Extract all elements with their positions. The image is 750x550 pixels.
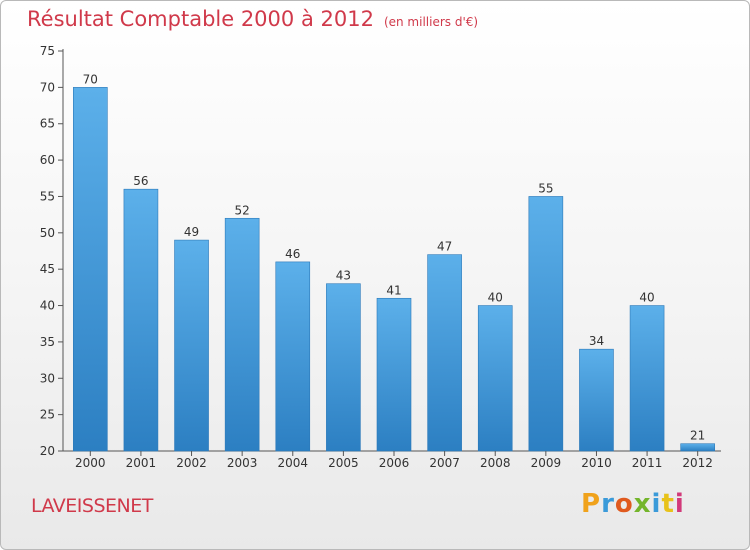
chart-title: Résultat Comptable 2000 à 2012 (en millie… — [27, 7, 478, 31]
y-tick-label: 45 — [40, 262, 55, 276]
bar-value-label: 21 — [690, 429, 705, 443]
bar-value-label: 34 — [589, 334, 604, 348]
x-tick-label: 2011 — [632, 456, 663, 470]
bar — [477, 305, 513, 452]
y-tick-label: 50 — [40, 226, 55, 240]
bar-value-label: 41 — [386, 283, 401, 297]
bar-value-label: 70 — [83, 72, 98, 86]
bar-value-label: 52 — [235, 203, 250, 217]
bar — [73, 87, 108, 452]
y-tick-label: 35 — [40, 335, 55, 349]
y-tick-label: 55 — [40, 189, 55, 203]
y-tick-label: 20 — [40, 444, 55, 458]
bar-value-label: 56 — [133, 174, 148, 188]
bar — [224, 217, 260, 452]
x-tick-label: 2004 — [277, 456, 308, 470]
bar-value-label: 40 — [488, 291, 503, 305]
bar — [528, 196, 564, 452]
chart-unit: (en milliers d'€) — [383, 15, 479, 29]
y-tick-label: 70 — [40, 80, 55, 94]
bar — [629, 305, 665, 452]
x-tick-label: 2012 — [682, 456, 713, 470]
bar — [579, 348, 614, 452]
bar-value-label: 55 — [538, 181, 553, 195]
bar-value-label: 40 — [639, 291, 654, 305]
x-tick-label: 2006 — [379, 456, 410, 470]
x-tick-label: 2009 — [531, 456, 562, 470]
y-tick-label: 25 — [40, 408, 55, 422]
bar — [427, 254, 462, 452]
bar — [680, 443, 715, 452]
chart-title-text: Résultat Comptable 2000 à 2012 — [27, 7, 374, 31]
bar — [376, 297, 412, 452]
x-tick-label: 2001 — [126, 456, 157, 470]
y-tick-label: 75 — [40, 44, 55, 58]
x-tick-label: 2007 — [429, 456, 460, 470]
proxiti-logo: Proxiti — [581, 489, 685, 519]
y-tick-label: 40 — [40, 299, 55, 313]
y-tick-label: 65 — [40, 117, 55, 131]
bar-value-label: 46 — [285, 247, 300, 261]
y-tick-label: 60 — [40, 153, 55, 167]
commune-name: LAVEISSENET — [31, 495, 153, 517]
x-tick-label: 2010 — [581, 456, 612, 470]
bar — [275, 261, 311, 452]
bar — [326, 283, 361, 452]
x-tick-label: 2005 — [328, 456, 359, 470]
bar — [174, 239, 209, 452]
x-tick-label: 2000 — [75, 456, 106, 470]
bar-value-label: 43 — [336, 269, 351, 283]
x-tick-label: 2002 — [176, 456, 207, 470]
bar-value-label: 47 — [437, 240, 452, 254]
y-tick-label: 30 — [40, 371, 55, 385]
bar-value-label: 49 — [184, 225, 199, 239]
x-tick-label: 2003 — [227, 456, 258, 470]
bar — [123, 188, 159, 452]
x-tick-label: 2008 — [480, 456, 511, 470]
